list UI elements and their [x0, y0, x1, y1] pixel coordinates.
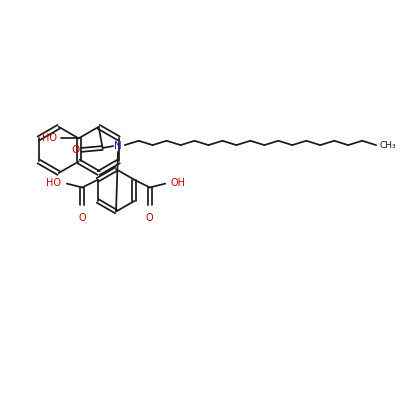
Text: CH₃: CH₃	[380, 140, 396, 150]
Text: OH: OH	[171, 178, 186, 188]
Text: HO: HO	[46, 178, 61, 188]
Text: O: O	[78, 212, 86, 222]
Text: HO: HO	[42, 133, 58, 143]
Text: O: O	[72, 145, 80, 155]
Text: O: O	[146, 212, 154, 222]
Text: N: N	[114, 141, 122, 151]
